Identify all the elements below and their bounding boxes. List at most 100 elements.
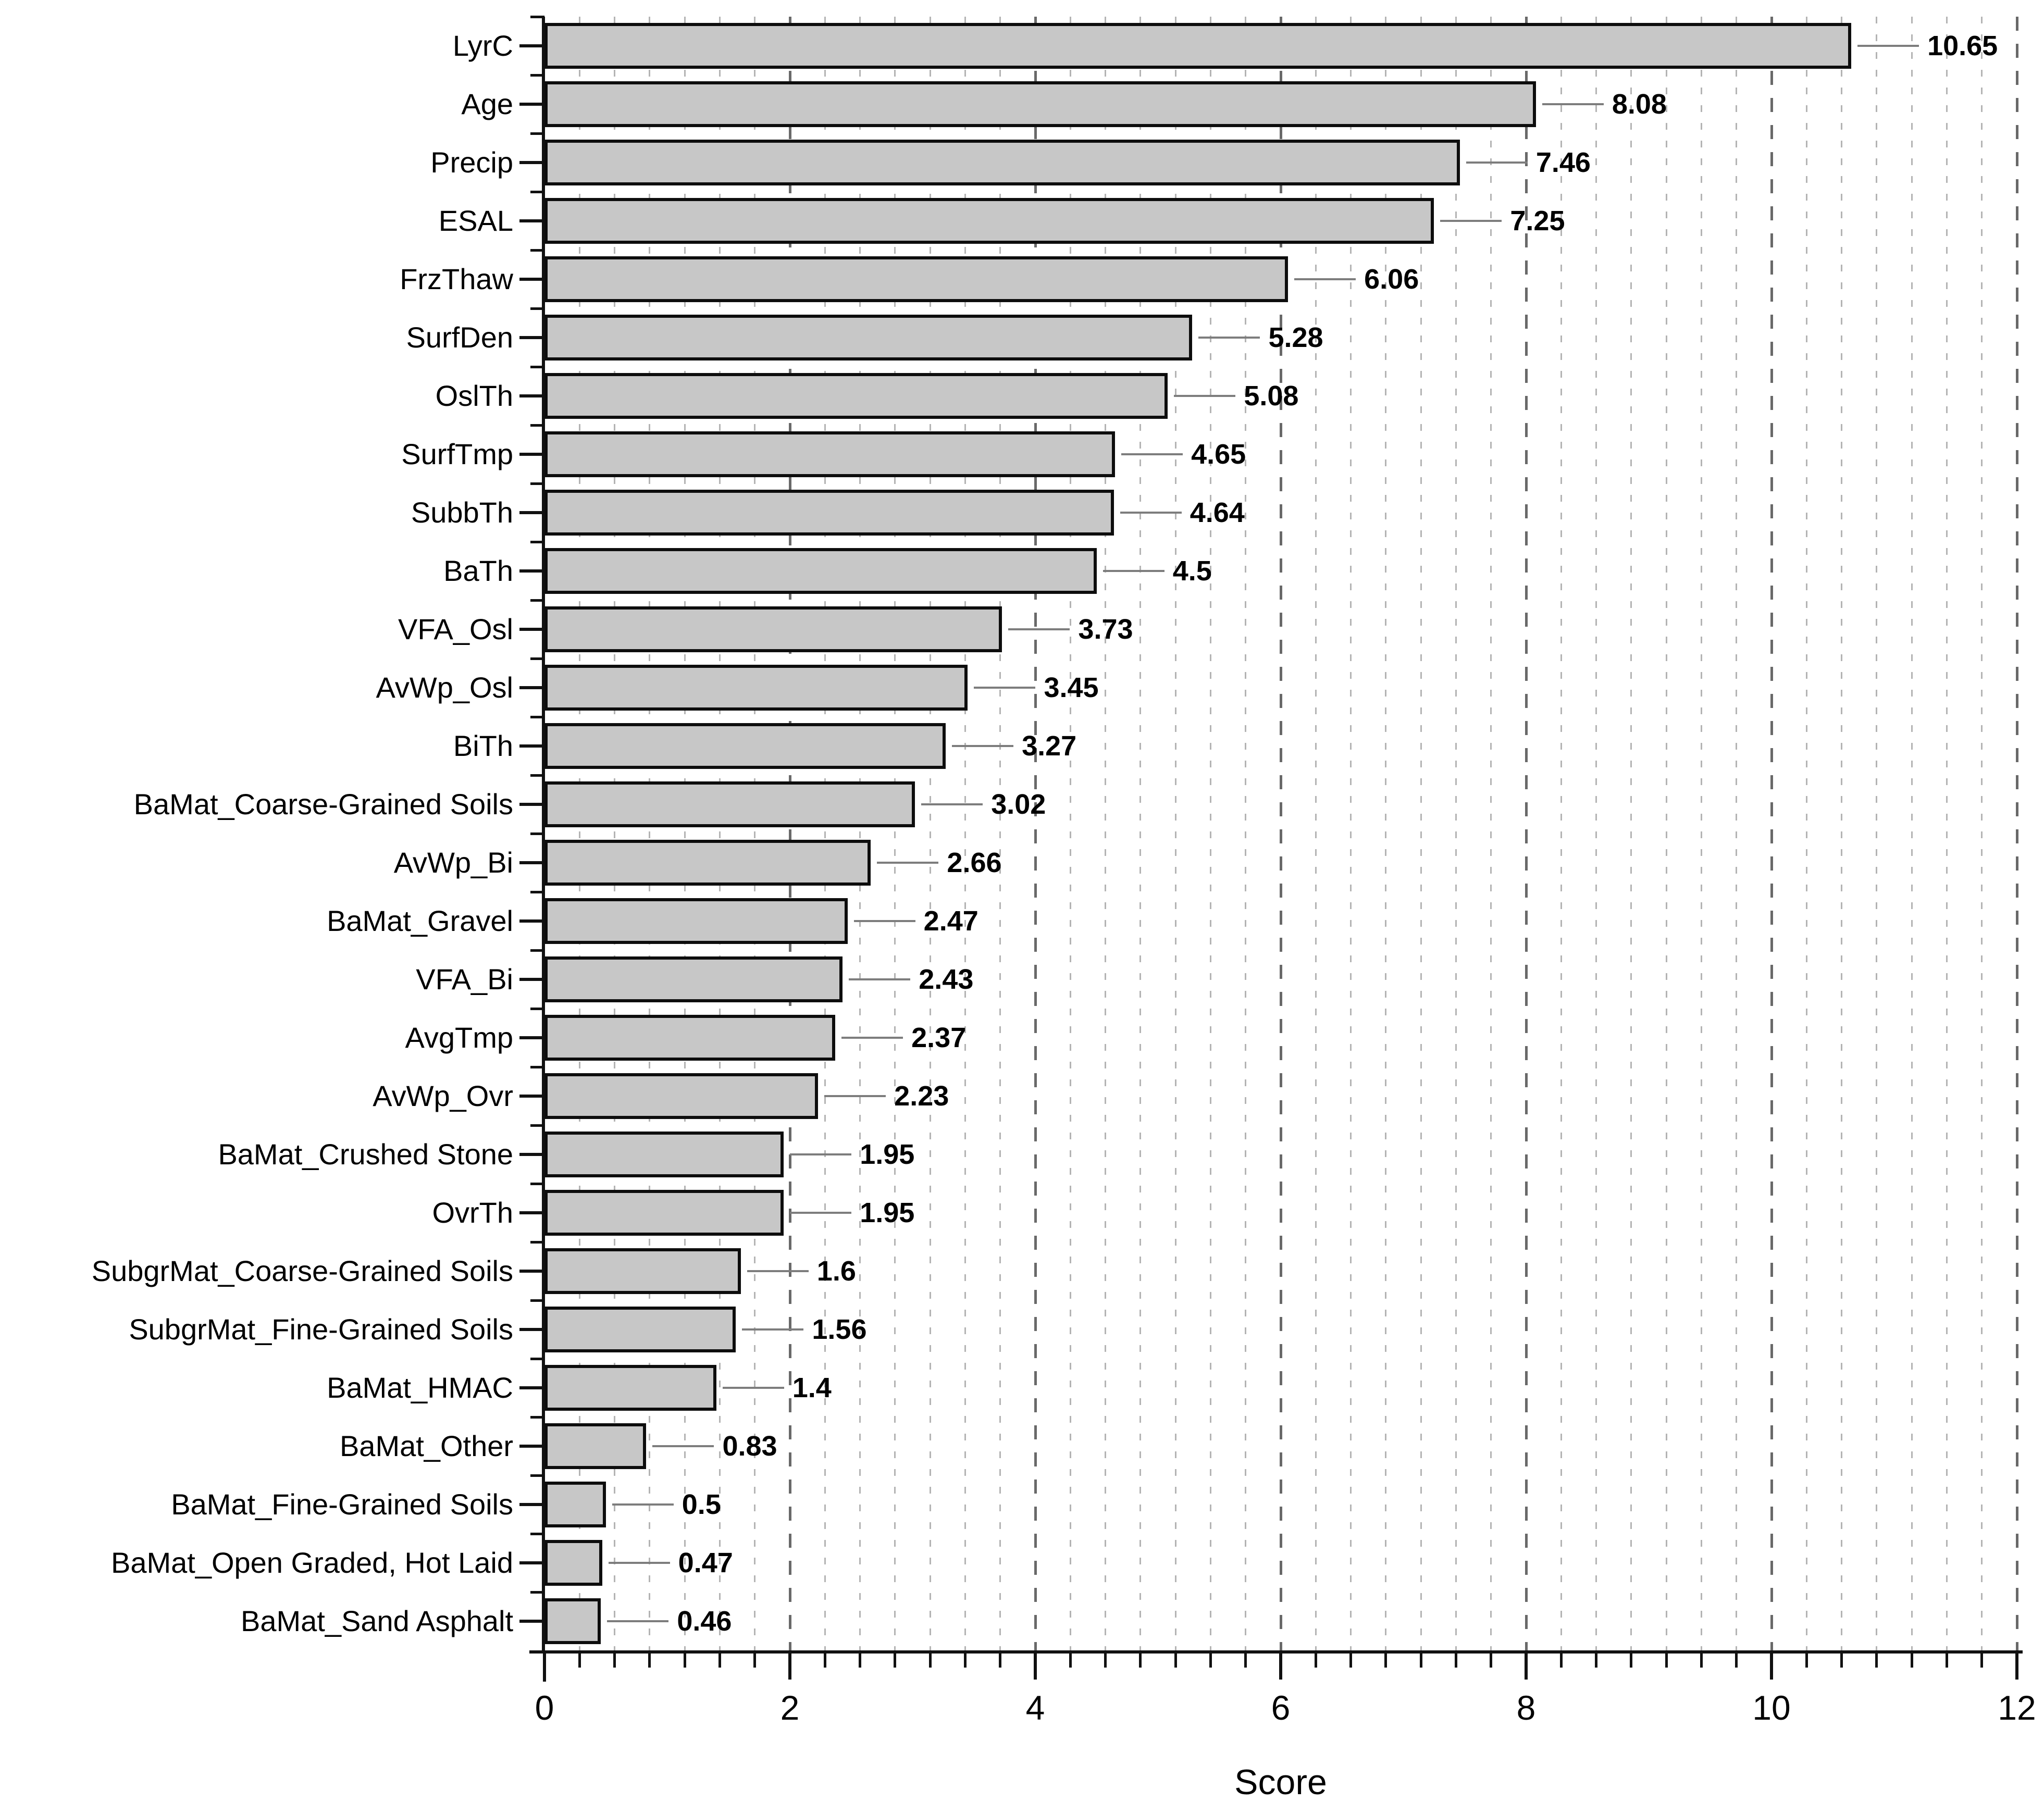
x-axis-minor-tick xyxy=(1419,1654,1422,1668)
category-label: OvrTh xyxy=(432,1196,513,1229)
x-axis-minor-tick xyxy=(1805,1654,1808,1668)
major-gridline xyxy=(1034,17,1037,1650)
minor-gridline xyxy=(1385,17,1387,1650)
bar xyxy=(544,723,946,769)
y-axis-minor-tick xyxy=(530,307,544,310)
leader-line xyxy=(1857,45,1919,47)
minor-gridline xyxy=(1665,17,1667,1650)
category-label: SubgrMat_Fine-Grained Soils xyxy=(129,1313,513,1346)
bar-value-label: 1.4 xyxy=(792,1372,832,1403)
category-label: BaMat_Sand Asphalt xyxy=(240,1605,513,1637)
bar xyxy=(544,23,1852,69)
bar xyxy=(544,1248,741,1294)
bar-value-label: 0.83 xyxy=(722,1431,777,1462)
y-axis-minor-tick xyxy=(530,365,544,368)
minor-gridline xyxy=(1069,17,1071,1650)
bar xyxy=(544,315,1193,360)
x-axis-line xyxy=(529,1650,2023,1654)
leader-line xyxy=(790,1212,852,1214)
y-axis-minor-tick xyxy=(530,832,544,835)
bar xyxy=(544,781,915,827)
leader-line xyxy=(974,687,1036,689)
minor-gridline xyxy=(754,17,756,1650)
category-label: AvWp_Ovr xyxy=(373,1079,513,1112)
y-axis-major-tick xyxy=(519,978,544,981)
x-axis-tick-label: 6 xyxy=(1271,1688,1291,1727)
y-axis-major-tick xyxy=(519,161,544,164)
bar-value-label: 1.95 xyxy=(860,1197,915,1228)
y-axis-minor-tick xyxy=(530,73,544,77)
leader-line xyxy=(1198,337,1260,339)
x-axis-major-tick xyxy=(1034,1654,1037,1680)
category-label: AvgTmp xyxy=(405,1021,513,1054)
leader-line xyxy=(824,1095,886,1097)
bar xyxy=(544,81,1536,127)
minor-gridline xyxy=(614,17,616,1650)
major-gridline xyxy=(1770,17,1773,1650)
y-axis-major-tick xyxy=(519,686,544,689)
leader-line xyxy=(607,1620,669,1622)
x-axis-tick-label: 2 xyxy=(780,1688,800,1727)
leader-line xyxy=(1542,103,1604,105)
x-axis-major-tick xyxy=(1525,1654,1528,1680)
y-axis-major-tick xyxy=(519,103,544,106)
x-axis-minor-tick xyxy=(1490,1654,1493,1668)
x-axis-minor-tick xyxy=(1700,1654,1703,1668)
y-axis-minor-tick xyxy=(530,1590,544,1594)
leader-line xyxy=(608,1562,670,1564)
bar xyxy=(544,1482,606,1527)
minor-gridline xyxy=(1595,17,1597,1650)
leader-line xyxy=(1102,570,1165,572)
x-axis-minor-tick xyxy=(999,1654,1002,1668)
y-axis-major-tick xyxy=(519,1445,544,1448)
x-axis-minor-tick xyxy=(1910,1654,1913,1668)
category-label: OslTh xyxy=(435,379,513,412)
leader-line xyxy=(1008,628,1070,630)
y-axis-major-tick xyxy=(519,219,544,222)
y-axis-major-tick xyxy=(519,394,544,397)
minor-gridline xyxy=(1736,17,1738,1650)
x-axis-major-tick xyxy=(788,1654,791,1680)
bar-value-label: 4.64 xyxy=(1190,497,1245,528)
minor-gridline xyxy=(859,17,861,1650)
leader-line xyxy=(652,1445,714,1447)
x-axis-minor-tick xyxy=(928,1654,932,1668)
x-axis-minor-tick xyxy=(894,1654,897,1668)
x-axis-minor-tick xyxy=(1454,1654,1457,1668)
x-axis-minor-tick xyxy=(1314,1654,1317,1668)
bar-value-label: 3.45 xyxy=(1044,672,1099,703)
category-label: Age xyxy=(461,88,513,120)
x-axis-minor-tick xyxy=(1104,1654,1107,1668)
x-axis-minor-tick xyxy=(1875,1654,1878,1668)
x-axis-title: Score xyxy=(1234,1762,1327,1802)
bar xyxy=(544,1307,736,1352)
minor-gridline xyxy=(929,17,931,1650)
x-axis-minor-tick xyxy=(1595,1654,1598,1668)
minor-gridline xyxy=(824,17,826,1650)
x-axis-major-tick xyxy=(1770,1654,1773,1680)
minor-gridline xyxy=(964,17,966,1650)
leader-line xyxy=(952,745,1014,747)
category-label: BaMat_Coarse-Grained Soils xyxy=(133,788,513,821)
leader-line xyxy=(1466,161,1528,164)
leader-line xyxy=(742,1328,804,1331)
bar-value-label: 0.47 xyxy=(678,1547,733,1578)
leader-line xyxy=(1440,220,1502,222)
bar-value-label: 4.5 xyxy=(1172,555,1212,587)
minor-gridline xyxy=(719,17,721,1650)
bar xyxy=(544,431,1116,477)
y-axis-major-tick xyxy=(519,453,544,456)
minor-gridline xyxy=(1911,17,1913,1650)
category-label: BaMat_Open Graded, Hot Laid xyxy=(110,1546,513,1579)
x-axis-minor-tick xyxy=(1945,1654,1948,1668)
bar-value-label: 10.65 xyxy=(1927,30,1998,61)
y-axis-major-tick xyxy=(519,1211,544,1214)
category-label: BaTh xyxy=(443,554,513,587)
leader-line xyxy=(1120,512,1182,514)
minor-gridline xyxy=(1560,17,1562,1650)
y-axis-major-tick xyxy=(519,511,544,514)
y-axis-major-tick xyxy=(519,803,544,806)
minor-gridline xyxy=(1876,17,1878,1650)
x-axis-major-tick xyxy=(2015,1654,2018,1680)
